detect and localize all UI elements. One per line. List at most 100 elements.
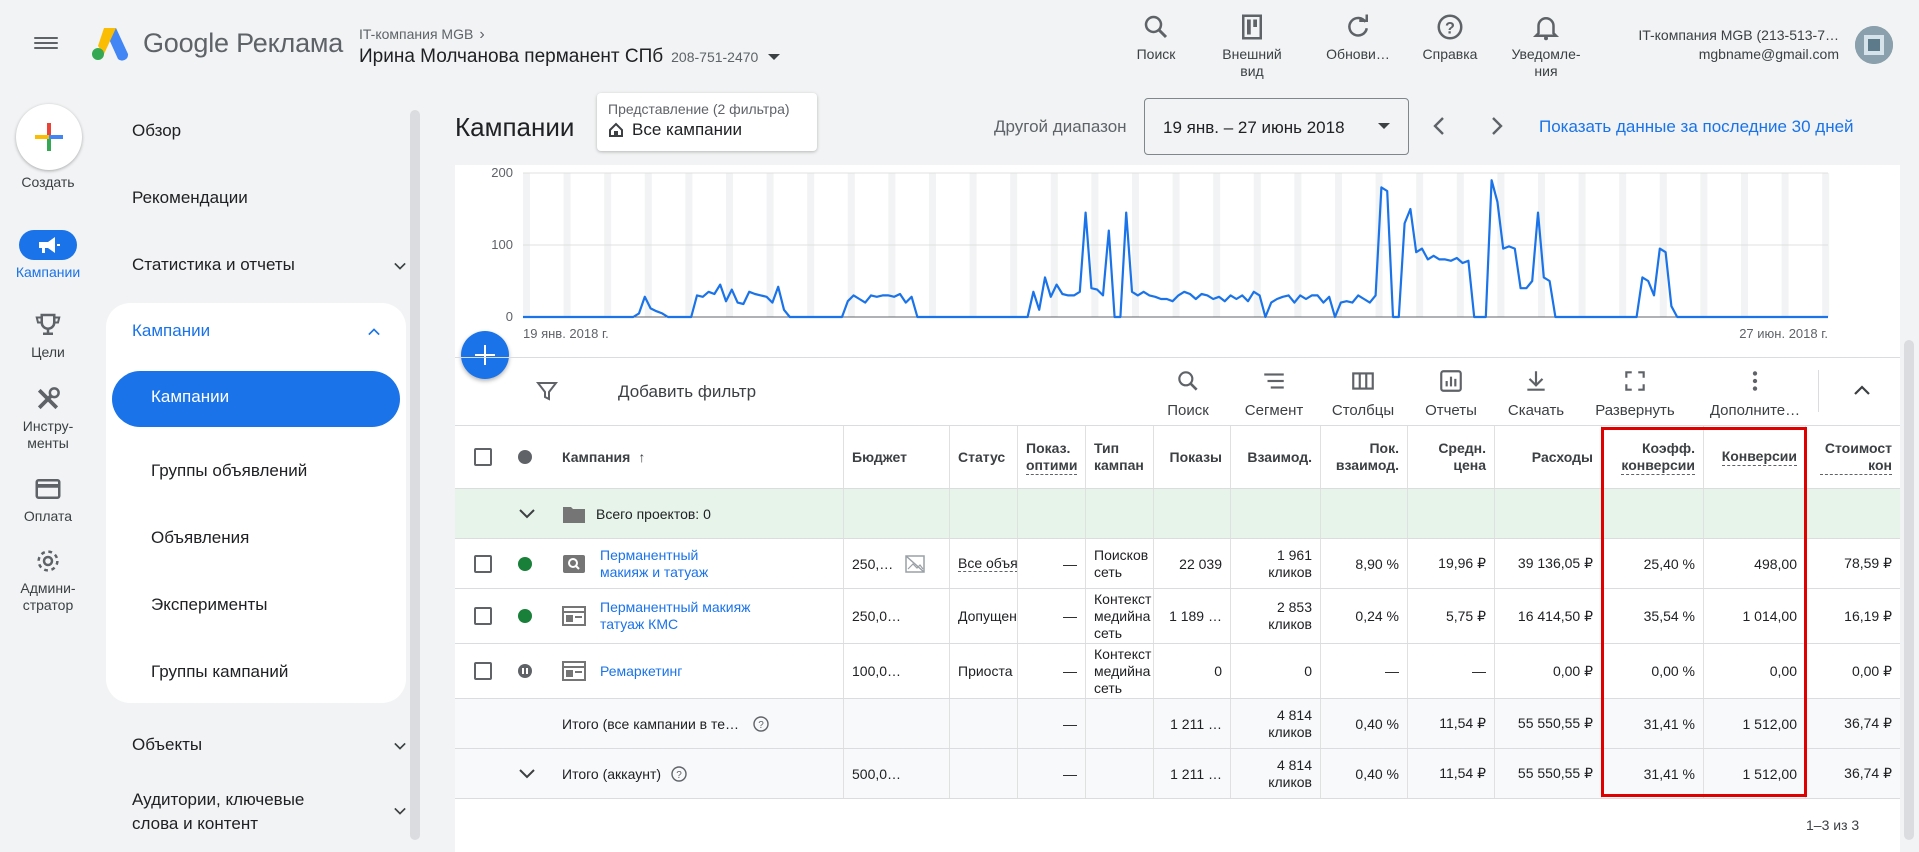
total-label-cell: Итого (аккаунт)? — [554, 749, 844, 798]
refresh-button[interactable]: Обнови… — [1318, 12, 1398, 63]
rail-item-admin[interactable]: Админи-стратор — [0, 546, 96, 614]
row-checkbox[interactable] — [473, 662, 492, 680]
segment-button[interactable]: Сегмент — [1229, 368, 1319, 419]
opt-cell: — — [1018, 749, 1086, 798]
row-checkbox[interactable] — [473, 554, 492, 573]
campaign-name-link[interactable]: Ремаркетинг — [600, 662, 683, 679]
col-impressions[interactable]: Показы — [1154, 426, 1231, 488]
chevron-right-icon[interactable] — [1486, 115, 1506, 137]
create-button[interactable] — [16, 104, 82, 170]
nav-item-stats[interactable]: Статистика и отчеты — [132, 255, 406, 275]
expand-button[interactable]: Развернуть — [1590, 368, 1680, 419]
rail-tools-label: Инстру-менты — [22, 418, 74, 451]
col-cost[interactable]: Расходы — [1495, 426, 1602, 488]
table-search-button[interactable]: Поиск — [1143, 368, 1233, 419]
rail-item-billing[interactable]: Оплата — [0, 474, 96, 525]
filter-icon[interactable] — [536, 380, 558, 402]
col-cost-per-conv[interactable]: Стоимост кон — [1806, 426, 1900, 488]
rail-item-goals[interactable]: Цели — [0, 310, 96, 361]
more-button[interactable]: Дополните… — [1705, 368, 1805, 419]
type-cell: Контекст медийна сеть — [1086, 589, 1154, 643]
nav-item-ad-groups[interactable]: Группы объявлений — [151, 461, 308, 480]
user-account-info[interactable]: IT-компания MGB (213-513-7… mgbname@gmai… — [1638, 26, 1839, 64]
col-type[interactable]: Тип кампан — [1086, 426, 1154, 488]
columns-button[interactable]: Столбцы — [1318, 368, 1408, 419]
nav-item-experiments[interactable]: Эксперименты — [151, 595, 268, 614]
status-paused-icon[interactable] — [518, 664, 532, 678]
add-filter-button[interactable]: Добавить фильтр — [618, 382, 757, 401]
avatar[interactable] — [1855, 26, 1893, 64]
col-avg-cost[interactable]: Средн. цена — [1408, 426, 1495, 488]
appearance-button[interactable]: Внешний вид — [1212, 12, 1292, 80]
chevron-down-icon[interactable] — [510, 489, 554, 538]
col-conv-rate[interactable]: Коэфф. конверсии — [1602, 426, 1704, 488]
col-opt[interactable]: Показ. оптими — [1018, 426, 1086, 488]
main-scrollbar[interactable] — [1904, 340, 1914, 840]
nav-item-ads[interactable]: Объявления — [151, 528, 250, 547]
campaign-cell: Перманентный макияж и татуаж — [554, 539, 844, 588]
help-button[interactable]: ? Справка — [1413, 12, 1487, 63]
campaign-name-link[interactable]: Перманентный макияж и татуаж — [600, 546, 709, 580]
chevron-up-icon[interactable] — [1853, 384, 1871, 396]
y-tick-label: 100 — [491, 237, 513, 252]
nav-item-objects[interactable]: Объекты — [132, 735, 406, 755]
rail-item-campaigns[interactable]: Кампании — [0, 230, 96, 281]
status-enabled-icon[interactable] — [518, 556, 532, 571]
status-text-cell[interactable]: Приоста — [950, 644, 1018, 698]
status-text-cell[interactable]: Все объя — [950, 539, 1018, 588]
help-icon[interactable]: ? — [753, 715, 769, 732]
budget-cell[interactable]: 250,0… — [844, 589, 950, 643]
chart-series-line[interactable] — [523, 179, 1828, 319]
nav-item-overview[interactable]: Обзор — [132, 121, 182, 140]
rail-admin-label: Админи-стратор — [20, 580, 76, 613]
status-enabled-icon[interactable] — [518, 609, 532, 623]
col-interactions[interactable]: Взаимод. — [1231, 426, 1321, 488]
y-tick-label: 200 — [491, 165, 513, 180]
header-search-button[interactable]: Поиск — [1124, 12, 1188, 63]
menu-icon[interactable] — [34, 34, 58, 54]
col-budget[interactable]: Бюджет — [844, 426, 950, 488]
chevron-down-icon[interactable] — [510, 749, 554, 798]
nav-item-recommendations[interactable]: Рекомендации — [132, 188, 248, 207]
nav-item-campaign-groups[interactable]: Группы кампаний — [151, 662, 289, 681]
account-selector[interactable]: Ирина Молчанова перманент СПб 208-751-247… — [359, 46, 781, 68]
parent-account[interactable]: IT-компания MGB › — [359, 26, 485, 44]
col-campaign[interactable]: Кампания ↑ — [554, 426, 844, 488]
reports-button[interactable]: Отчеты — [1406, 368, 1496, 419]
budget-cell[interactable]: 250,… — [844, 539, 950, 588]
credit-card-icon — [35, 479, 61, 499]
download-button[interactable]: Скачать — [1491, 368, 1581, 419]
rail-item-tools[interactable]: Инстру-менты — [0, 384, 96, 452]
table-header-row: Кампания ↑ Бюджет Статус Показ. оптими Ти… — [455, 425, 1900, 489]
add-campaign-button[interactable] — [461, 331, 509, 379]
search-campaign-icon — [563, 554, 585, 573]
plus-icon — [35, 123, 63, 151]
select-all-checkbox[interactable] — [473, 448, 492, 466]
status-text-cell[interactable]: Допущен — [950, 589, 1018, 643]
interactions-unit: кликов — [1268, 723, 1312, 740]
col-interaction-rate[interactable]: Пок. взаимод. — [1321, 426, 1408, 488]
nav-item-campaigns-group[interactable]: Кампании — [132, 321, 380, 341]
secondary-nav: Обзор Рекомендации Статистика и отчеты К… — [106, 92, 406, 852]
download-label: Скачать — [1507, 402, 1565, 419]
interactions-unit: кликов — [1268, 616, 1312, 632]
date-range-picker[interactable]: 19 янв. – 27 июнь 2018 — [1144, 98, 1409, 155]
nav-item-campaigns[interactable]: Кампании — [112, 371, 400, 427]
nav-scrollbar[interactable] — [410, 110, 420, 840]
more-label: Дополните… — [1709, 402, 1801, 419]
notifications-button[interactable]: Уведомле-ния — [1502, 12, 1590, 80]
row-checkbox[interactable] — [473, 607, 492, 625]
budget-cell[interactable]: 100,0… — [844, 644, 950, 698]
folder-icon — [563, 506, 585, 523]
nav-item-audiences[interactable]: Аудитории, ключевые слова и контент — [132, 788, 406, 836]
col-status[interactable]: Статус — [950, 426, 1018, 488]
col-conversions[interactable]: Конверсии — [1704, 426, 1806, 488]
campaign-name-link[interactable]: Перманентный макияж татуаж КМС — [600, 599, 751, 632]
last-30-days-link[interactable]: Показать данные за последние 30 дней — [1539, 117, 1854, 136]
row-select-cell — [455, 589, 510, 643]
view-selector[interactable]: Представление (2 фильтра) Все кампании — [597, 93, 817, 151]
cost-cell: 39 136,05 ₽ — [1495, 539, 1602, 588]
y-tick-label: 0 — [506, 309, 513, 324]
chevron-left-icon[interactable] — [1430, 115, 1450, 137]
help-icon[interactable]: ? — [671, 765, 687, 782]
